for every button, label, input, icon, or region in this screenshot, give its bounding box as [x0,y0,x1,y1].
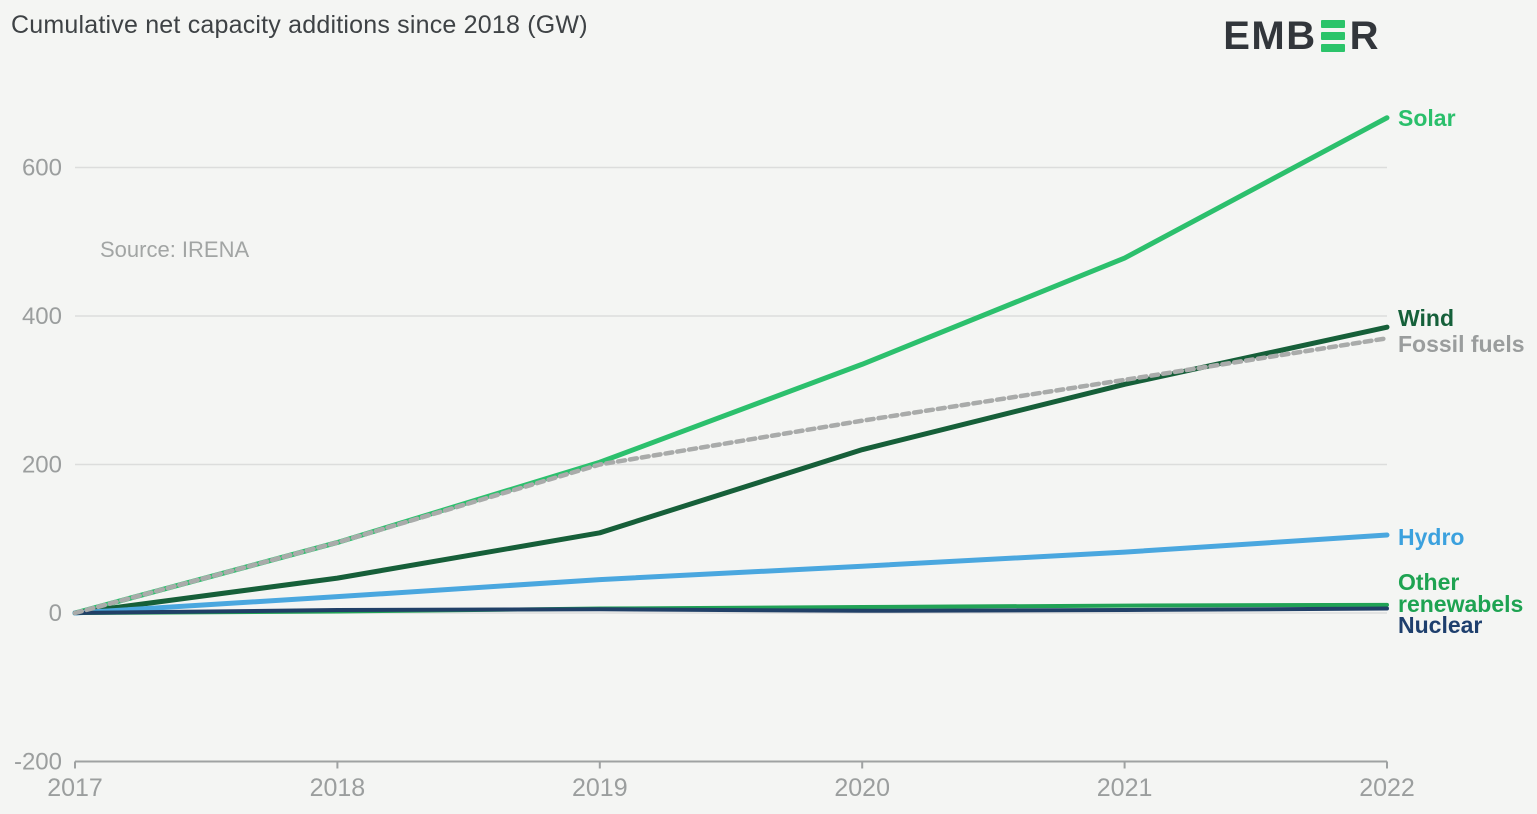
series-line-hydro [72,532,1390,616]
series-line-fossil-fuels [72,336,1390,616]
ember-logo-e-icon [1320,20,1345,52]
x-axis-label-2019: 2019 [572,774,628,802]
y-axis-label-0: 0 [49,600,62,627]
y-axis-label-200: 200 [22,452,62,479]
ember-logo-text-emb: EMB [1223,14,1317,58]
x-axis-label-2020: 2020 [834,774,890,802]
series-line-solar [72,115,1390,616]
y-axis-label-600: 600 [22,155,62,182]
ember-logo-text-r: R [1349,14,1380,58]
y-axis-label--200: -200 [14,749,62,776]
series-line-nuclear [73,606,1389,615]
x-axis-label-2017: 2017 [47,774,103,802]
source-note: Source: IRENA [100,237,250,262]
x-axis-label-2018: 2018 [310,774,366,802]
y-axis-label-400: 400 [22,303,62,330]
chart-title: Cumulative net capacity additions since … [11,11,588,39]
x-axis-label-2021: 2021 [1097,774,1153,802]
x-axis-label-2022: 2022 [1359,774,1415,802]
ember-logo: EMB R [1223,16,1380,56]
